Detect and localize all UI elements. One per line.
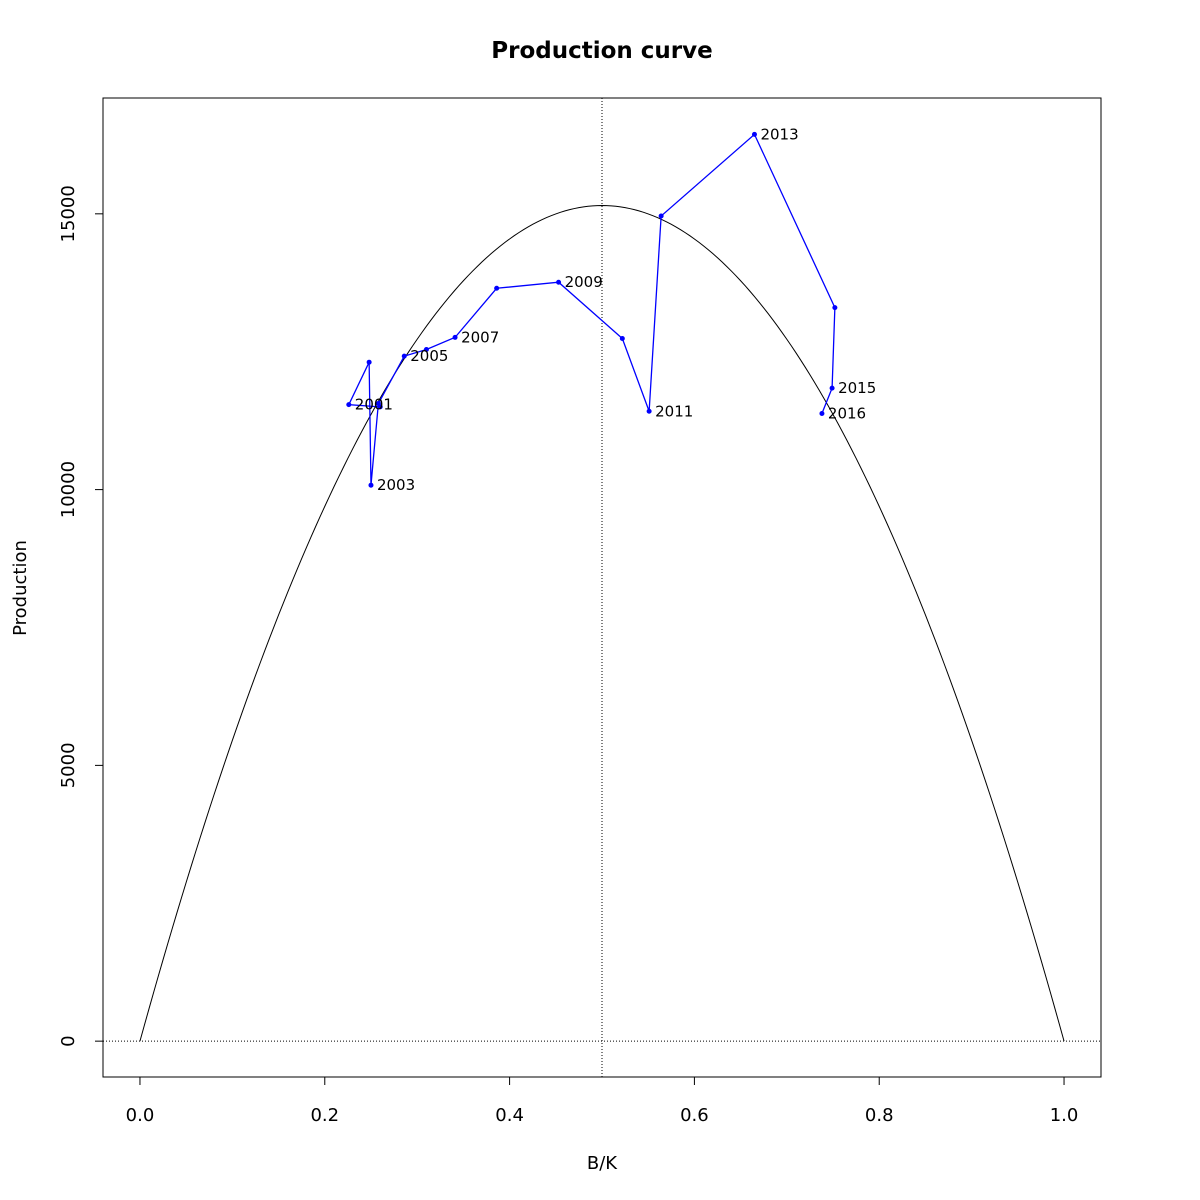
- y-axis: 0 5000 10000 15000: [58, 185, 104, 1047]
- y-tick-label: 10000: [58, 461, 79, 518]
- data-point-2001: [346, 402, 352, 408]
- data-point-2012: [658, 213, 664, 219]
- x-axis-label: B/K: [587, 1153, 618, 1174]
- series-blue: [346, 131, 838, 488]
- reference-lines: [103, 98, 1101, 1077]
- data-point-2006: [423, 347, 429, 353]
- data-point-2015: [829, 385, 835, 391]
- x-tick-label: 0.8: [865, 1105, 894, 1126]
- x-tick-label: 0.6: [680, 1105, 709, 1126]
- y-tick-label: 5000: [58, 742, 79, 788]
- series-line: [347, 133, 836, 486]
- chart-title: Production curve: [491, 38, 712, 64]
- data-point-2009: [556, 279, 562, 285]
- data-point-2016: [819, 410, 825, 416]
- x-tick-label: 0.4: [495, 1105, 524, 1126]
- production-curve: [139, 205, 1065, 1042]
- data-point-2010: [619, 335, 625, 341]
- point-label-2013: 2013: [760, 125, 798, 143]
- data-point-2014: [832, 305, 838, 311]
- x-tick-label: 0.2: [310, 1105, 339, 1126]
- data-point-2011: [646, 408, 652, 414]
- data-point-2008: [494, 285, 500, 291]
- point-label-2009: 2009: [565, 273, 603, 291]
- point-labels: 2001 2003 2005 2007 2009 2011 2013 2015 2016: [355, 125, 876, 494]
- point-label-2015: 2015: [838, 379, 876, 397]
- point-label-2007: 2007: [461, 328, 499, 346]
- data-point-2002: [366, 359, 372, 365]
- x-axis: 0.0 0.2 0.4 0.6 0.8 1.0: [126, 1076, 1079, 1126]
- data-point-2007: [452, 334, 458, 340]
- point-label-2001: 2001: [355, 396, 393, 414]
- point-label-2016: 2016: [828, 404, 866, 422]
- data-point-2004: [375, 401, 381, 407]
- data-point-2005: [401, 353, 407, 359]
- production-curve-path: [139, 205, 1065, 1042]
- x-tick-label: 1.0: [1050, 1105, 1079, 1126]
- data-point-2013: [751, 131, 757, 137]
- x-tick-label: 0.0: [126, 1105, 155, 1126]
- data-point-2003: [368, 482, 374, 488]
- y-tick-label: 15000: [58, 185, 79, 242]
- y-tick-label: 0: [58, 1035, 79, 1046]
- point-label-2005: 2005: [410, 347, 448, 365]
- point-label-2003: 2003: [377, 476, 415, 494]
- y-axis-label: Production: [10, 540, 31, 636]
- point-label-2011: 2011: [655, 402, 693, 420]
